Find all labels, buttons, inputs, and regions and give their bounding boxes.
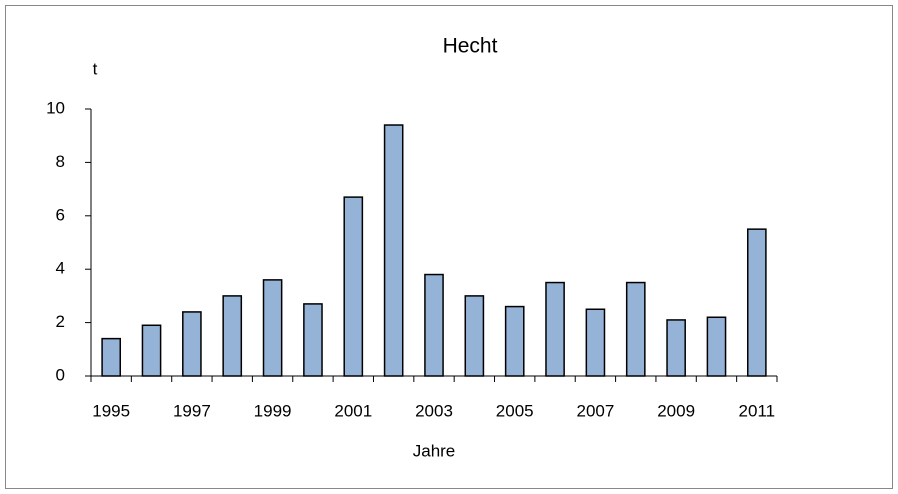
bar — [303, 303, 323, 377]
bar — [746, 228, 767, 377]
bar — [625, 281, 646, 377]
x-axis-label: Jahre — [413, 441, 456, 460]
y-tick-label: 2 — [56, 312, 65, 331]
x-tick-label: 1995 — [92, 401, 130, 420]
bar — [141, 324, 162, 377]
bar — [343, 196, 364, 377]
bar — [545, 281, 565, 377]
x-tick-label: 1999 — [254, 401, 292, 420]
bar — [222, 295, 243, 377]
x-tick-label: 2011 — [739, 401, 776, 420]
bar — [464, 295, 485, 377]
bar — [504, 305, 525, 377]
bar — [706, 316, 727, 377]
bar — [666, 319, 686, 377]
x-tick-label: 2001 — [334, 401, 372, 420]
chart-border — [5, 5, 893, 489]
y-tick-label: 0 — [56, 365, 65, 384]
x-tick-label: 2007 — [576, 401, 614, 420]
y-tick-label: 6 — [56, 205, 65, 224]
bar — [585, 308, 606, 377]
y-tick-label: 10 — [46, 98, 65, 117]
y-axis-label: t — [93, 59, 98, 78]
bar — [182, 311, 202, 377]
bar — [101, 337, 122, 377]
x-tick-label: 2003 — [415, 401, 453, 420]
bar — [424, 273, 444, 377]
x-tick-label: 2009 — [657, 401, 695, 420]
x-tick-label: 2005 — [496, 401, 534, 420]
x-tick-label: 1997 — [173, 401, 211, 420]
y-tick-label: 4 — [56, 259, 65, 278]
bar — [383, 124, 404, 377]
y-tick-label: 8 — [56, 152, 65, 171]
chart-title: Hecht — [443, 35, 498, 58]
bar — [262, 279, 283, 377]
